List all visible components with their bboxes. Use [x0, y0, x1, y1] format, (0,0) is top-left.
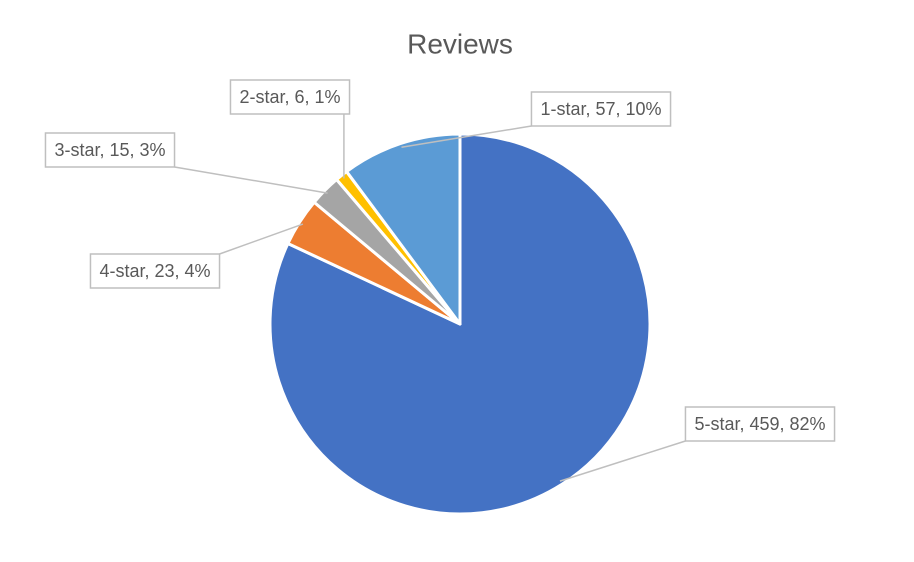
- data-label: 3-star, 15, 3%: [54, 140, 165, 160]
- leader-line: [219, 223, 304, 255]
- data-label: 5-star, 459, 82%: [694, 414, 825, 434]
- chart-title: Reviews: [407, 28, 513, 59]
- leader-line: [559, 440, 686, 482]
- label-box: [44, 132, 176, 168]
- data-label: 4-star, 23, 4%: [99, 261, 210, 281]
- data-label: 2-star, 6, 1%: [239, 87, 340, 107]
- pie-slice: 1-star: [345, 132, 462, 326]
- label-box: [530, 91, 672, 127]
- label-box: [89, 253, 221, 289]
- label-box: [684, 406, 836, 442]
- leader-line: [401, 125, 532, 148]
- data-label: 1-star, 57, 10%: [540, 99, 661, 119]
- label-box: [229, 79, 351, 115]
- leader-line: [174, 166, 328, 194]
